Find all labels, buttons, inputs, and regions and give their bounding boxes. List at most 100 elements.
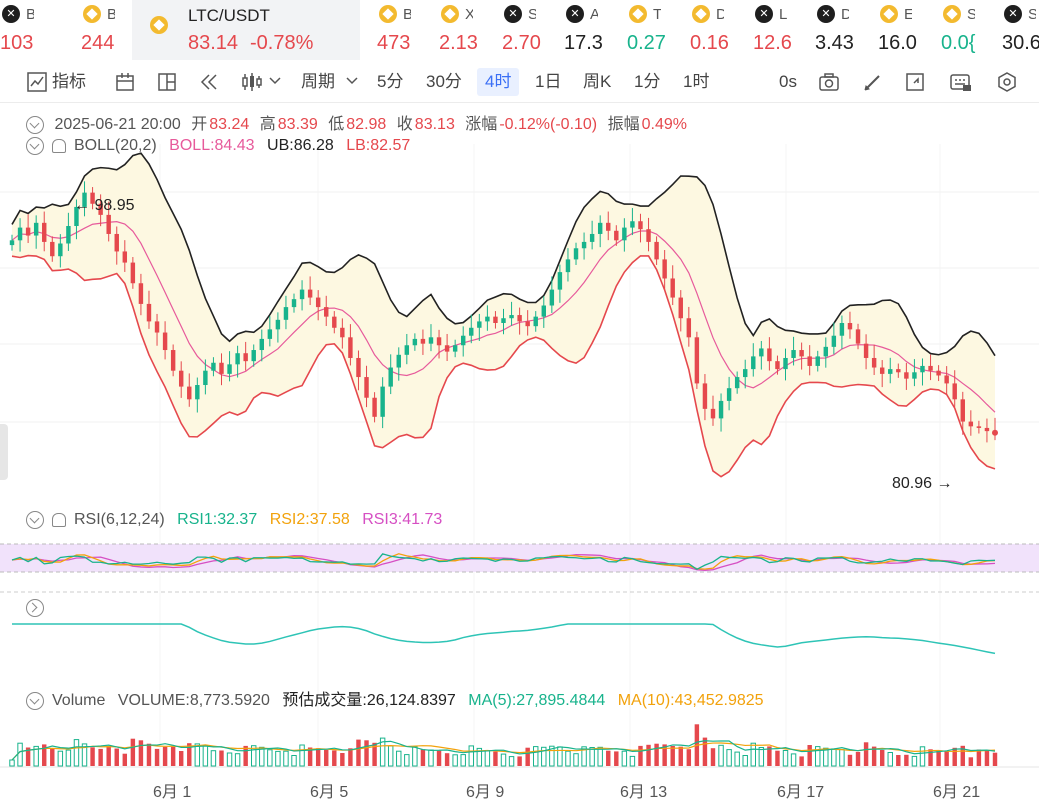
candle-type-icon[interactable] xyxy=(240,71,264,93)
indicator-button[interactable]: 指标 xyxy=(52,72,86,91)
collapse-icon[interactable] xyxy=(26,137,44,155)
candle-body xyxy=(219,362,224,374)
bell-icon[interactable] xyxy=(52,139,66,153)
calendar-icon[interactable] xyxy=(114,71,136,93)
candle-body xyxy=(839,323,845,336)
ticker-price: 83.14 xyxy=(188,32,239,54)
interval-4h[interactable]: 4时 xyxy=(477,68,520,96)
collapse-icon[interactable] xyxy=(26,511,44,529)
candle-body xyxy=(25,227,31,236)
volume-bar xyxy=(702,737,708,766)
ticker-symbol: BCH xyxy=(403,6,411,23)
ticker-item-dot[interactable]: DOT 3.43 xyxy=(815,0,875,60)
ticker-item-ltc-usdt[interactable]: LTC/USDT 83.14 -0.78% xyxy=(132,0,360,60)
coin-icon xyxy=(566,5,584,23)
volume-bar xyxy=(500,753,507,767)
volume-bar xyxy=(589,747,595,767)
chevron-down-icon[interactable] xyxy=(268,76,282,86)
camera-icon[interactable] xyxy=(818,71,840,93)
volume-bar xyxy=(629,755,636,767)
candle-body xyxy=(767,348,772,362)
ticker-symbol: LTC/USDT xyxy=(188,6,270,25)
volume-bar xyxy=(81,743,88,767)
volume-bar xyxy=(775,750,780,766)
volume-bar xyxy=(436,750,442,766)
ticker-price: 0.16 xyxy=(690,32,729,54)
candle-body xyxy=(130,262,136,284)
ticker-item-bch[interactable]: BCH 473 xyxy=(377,0,437,60)
candle-body xyxy=(831,335,837,347)
collapse-icon[interactable] xyxy=(26,115,44,134)
coin-icon xyxy=(817,5,835,23)
binance-coin-icon xyxy=(379,5,397,23)
interval-5m[interactable]: 5分 xyxy=(377,72,404,91)
collapse-icon[interactable] xyxy=(26,691,44,710)
rewind-icon[interactable] xyxy=(198,71,220,93)
interval-1h[interactable]: 1时 xyxy=(683,72,710,91)
candle-body xyxy=(211,362,216,371)
settings-icon[interactable] xyxy=(996,71,1018,93)
volume-ma10-line xyxy=(11,742,996,761)
candle-body xyxy=(743,369,748,378)
chart-canvas[interactable] xyxy=(0,104,1039,808)
ticker-price: 30.6 xyxy=(1002,32,1039,54)
period-dropdown[interactable]: 周期 xyxy=(301,72,335,91)
ticker-item-etc[interactable]: ETC 16.0 xyxy=(878,0,938,60)
candle-body xyxy=(17,227,23,241)
candle-body xyxy=(775,361,780,370)
candle-body xyxy=(541,305,547,317)
bell-icon[interactable] xyxy=(52,513,66,527)
candle-body xyxy=(654,241,659,260)
volume-bar xyxy=(315,748,321,766)
ticker-change: -0.78% xyxy=(250,32,314,54)
interval-week[interactable]: 周K xyxy=(583,72,612,91)
expand-icon[interactable] xyxy=(904,71,926,93)
ticker-item-avax[interactable]: AVAX 17.3 xyxy=(564,0,624,60)
ticker-price: 3.43 xyxy=(815,32,854,54)
ticker-item-sui[interactable]: SUI 30.6 xyxy=(1002,0,1039,60)
ticker-price: 244 xyxy=(81,32,115,54)
expand-panel-icon[interactable] xyxy=(26,599,44,617)
candle-body xyxy=(855,329,861,344)
side-panel-handle[interactable] xyxy=(0,424,8,480)
ticker-item-shib[interactable]: SHIB 0.0{ xyxy=(941,0,1001,60)
ticker-item-btc[interactable]: BTC 103 xyxy=(0,0,60,60)
candle-body xyxy=(162,332,168,351)
binance-coin-icon xyxy=(629,5,647,23)
ticker-item-sol[interactable]: SOL 2.70 xyxy=(502,0,562,60)
layout-icon[interactable] xyxy=(156,71,178,93)
binance-coin-icon xyxy=(880,5,898,23)
ticker-item-xrp[interactable]: XRP 2.13 xyxy=(439,0,499,60)
candle-body xyxy=(888,369,893,374)
volume-bar xyxy=(879,750,885,766)
candle-body xyxy=(823,346,829,357)
candle-body xyxy=(686,318,692,338)
candle-body xyxy=(710,408,716,419)
interval-30m[interactable]: 30分 xyxy=(426,72,462,91)
interval-1d[interactable]: 1日 xyxy=(535,72,562,91)
volume-bar xyxy=(17,742,23,767)
volume-bar xyxy=(581,746,587,767)
candle-body xyxy=(557,272,563,290)
volume-bar xyxy=(146,743,152,766)
last-price-dot xyxy=(992,429,998,436)
indicator-icon[interactable] xyxy=(26,71,48,93)
candle-body xyxy=(50,241,55,257)
volume-bar xyxy=(928,749,933,766)
keyboard-icon[interactable] xyxy=(949,71,973,93)
volume-bar xyxy=(210,750,217,767)
ticker-item-trx[interactable]: TRX 0.27 xyxy=(627,0,687,60)
ticker-item-doge[interactable]: DOGE 0.16 xyxy=(690,0,750,60)
ticker-item-bnb[interactable]: BNB 244 xyxy=(81,0,141,60)
ticker-price: 2.13 xyxy=(439,32,478,54)
candle-body xyxy=(791,350,796,358)
interval-1m[interactable]: 1分 xyxy=(634,72,661,91)
chevron-down-icon[interactable] xyxy=(345,76,359,86)
ticker-item-link[interactable]: LINK 12.6 xyxy=(753,0,813,60)
candle-body xyxy=(936,370,941,376)
candle-body xyxy=(340,327,345,338)
candle-body xyxy=(412,338,418,346)
pen-icon[interactable] xyxy=(862,71,884,93)
volume-bar xyxy=(799,756,804,766)
